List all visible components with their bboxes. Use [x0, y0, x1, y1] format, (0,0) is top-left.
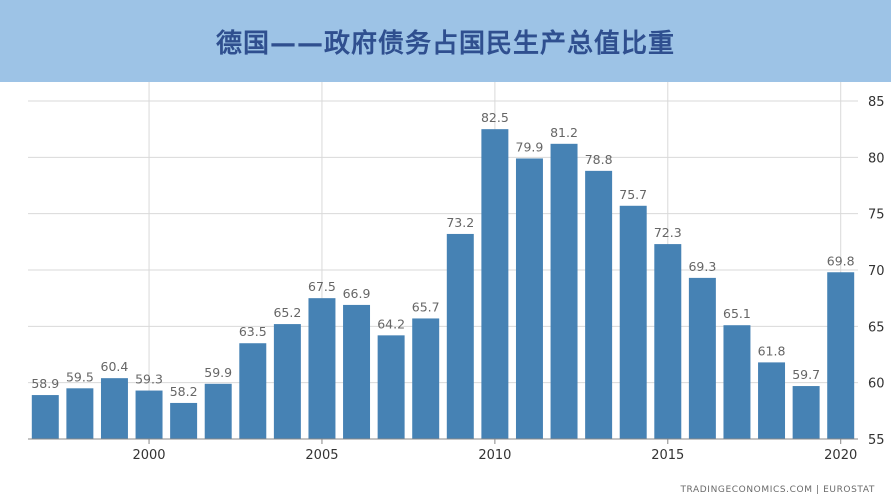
title-bar: 德国——政府债务占国民生产总值比重: [0, 0, 891, 82]
bar-2004: [273, 324, 301, 439]
data-label-1998: 59.5: [66, 369, 94, 384]
bar-1998: [66, 388, 94, 439]
bar-2012: [550, 143, 578, 439]
bar-2019: [792, 386, 820, 439]
y-tick-label: 65: [868, 320, 885, 335]
x-tick-label: 2000: [132, 448, 165, 463]
x-tick-label: 2020: [824, 448, 857, 463]
data-label-2009: 73.2: [446, 215, 474, 230]
data-label-2003: 63.5: [239, 324, 267, 339]
y-tick-label: 75: [868, 208, 885, 223]
bar-2013: [585, 170, 613, 439]
y-tick-label: 55: [868, 433, 885, 448]
data-label-2001: 58.2: [170, 384, 198, 399]
bar-2002: [204, 383, 232, 439]
data-label-1997: 58.9: [31, 376, 59, 391]
data-label-2010: 82.5: [481, 110, 509, 125]
bar-2001: [170, 402, 198, 439]
bar-2005: [308, 298, 336, 439]
bar-1999: [100, 378, 128, 439]
data-label-2008: 65.7: [412, 299, 440, 314]
bar-2009: [446, 233, 474, 439]
data-label-2007: 64.2: [377, 316, 405, 331]
y-tick-label: 60: [868, 377, 885, 392]
data-label-2005: 67.5: [308, 279, 336, 294]
data-label-2004: 65.2: [273, 305, 301, 320]
data-label-1999: 60.4: [101, 359, 129, 374]
y-tick-label: 70: [868, 264, 885, 279]
data-label-2012: 81.2: [550, 125, 578, 140]
x-tick-label: 2010: [478, 448, 511, 463]
bar-2017: [723, 325, 751, 439]
data-label-2011: 79.9: [516, 139, 544, 154]
y-tick-label: 85: [868, 95, 885, 110]
data-label-2000: 59.3: [135, 372, 163, 387]
bar-2008: [412, 318, 440, 439]
bar-2020: [827, 272, 855, 439]
bar-2014: [619, 205, 647, 439]
data-label-2016: 69.3: [688, 259, 716, 274]
bar-2015: [654, 244, 682, 439]
data-label-2013: 78.8: [585, 152, 613, 167]
bar-2000: [135, 390, 163, 439]
data-label-2006: 66.9: [343, 286, 371, 301]
x-tick-label: 2015: [651, 448, 684, 463]
bar-2007: [377, 335, 405, 439]
debt-bar-chart: 55 60 65 70 75 80 85 58.9 59.5 60.4 59.3 58.2 59.9 63…: [28, 82, 885, 463]
data-label-2019: 59.7: [792, 367, 820, 382]
bar-2003: [239, 343, 267, 439]
x-tick-label: 2005: [305, 448, 338, 463]
y-tick-label: 80: [868, 151, 885, 166]
source-credit: TRADINGECONOMICS.COM | EUROSTAT: [680, 485, 875, 495]
data-label-2020: 69.8: [827, 253, 855, 268]
bar-1997: [31, 395, 59, 439]
bar-2018: [758, 362, 786, 439]
bar-2006: [343, 304, 371, 439]
bar-2011: [515, 158, 543, 439]
data-label-2015: 72.3: [654, 225, 682, 240]
data-label-2014: 75.7: [619, 187, 647, 202]
bar-2016: [688, 277, 716, 439]
data-label-2002: 59.9: [204, 365, 232, 380]
data-label-2018: 61.8: [758, 343, 786, 358]
data-label-2017: 65.1: [723, 306, 751, 321]
page-title: 德国——政府债务占国民生产总值比重: [215, 28, 675, 59]
bar-2010: [481, 129, 509, 439]
